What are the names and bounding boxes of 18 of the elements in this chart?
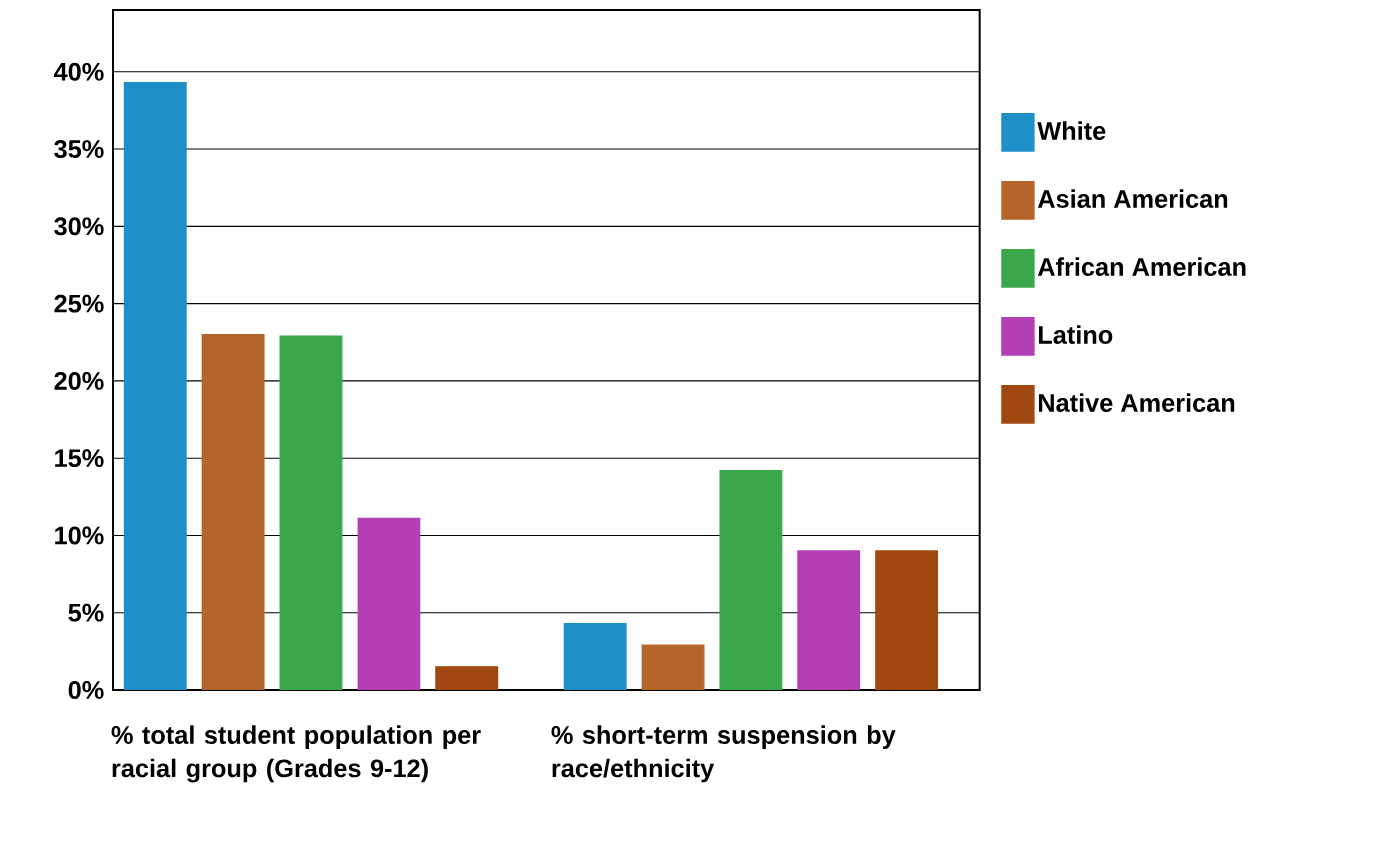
y-tick-label: 20% <box>54 371 104 390</box>
y-tick-label: 30% <box>54 217 104 236</box>
x-tick-label: % total student population per racial group (Grades 9-12) <box>111 725 481 783</box>
legend-label: White <box>1037 121 1106 140</box>
legend-label: African American <box>1037 257 1246 276</box>
y-tick-label: 5% <box>68 603 104 622</box>
y-tick-label: 40% <box>53 62 104 81</box>
y-tick-label: 35% <box>54 140 104 159</box>
bar <box>435 666 499 690</box>
y-tick-label: 10% <box>55 526 104 545</box>
y-tick-label: 25% <box>54 294 104 313</box>
y-tick-label: 15% <box>55 449 104 468</box>
bar <box>875 550 939 690</box>
legend-label: Asian American <box>1037 189 1228 208</box>
y-tick-label: 0% <box>68 681 104 699</box>
legend-label: Native American <box>1038 393 1235 412</box>
x-tick-label: % short-term suspension by race/ethnicity <box>551 725 896 783</box>
legend-label: Latino <box>1038 325 1113 344</box>
